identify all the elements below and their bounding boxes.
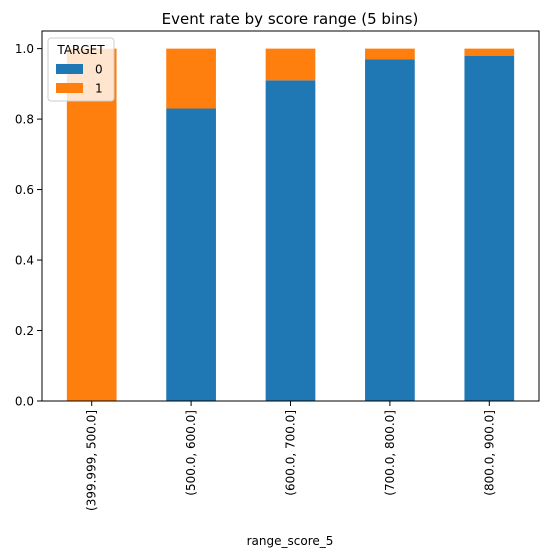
bar-series-1-4 bbox=[365, 48, 415, 60]
y-axis: 0.0 0.2 0.4 0.6 0.8 1.0 bbox=[15, 42, 42, 409]
x-tick-label: (600.0, 700.0] bbox=[284, 410, 298, 496]
x-tick-label: (399.999, 500.0] bbox=[85, 410, 99, 511]
y-tick-label: 1.0 bbox=[15, 42, 34, 56]
legend-label-1: 1 bbox=[95, 82, 103, 96]
chart-title: Event rate by score range (5 bins) bbox=[162, 10, 419, 28]
bar-series-1-5 bbox=[464, 48, 515, 56]
bar-series-1-3 bbox=[265, 48, 316, 81]
bar-series-0-3 bbox=[265, 80, 316, 401]
bar-series-1-1 bbox=[66, 48, 117, 402]
bar-series-0-2 bbox=[166, 108, 216, 402]
x-tick-label: (800.0, 900.0] bbox=[482, 410, 496, 496]
y-tick-label: 0.6 bbox=[15, 183, 34, 197]
bars-layer bbox=[66, 48, 515, 402]
y-tick-label: 0.4 bbox=[15, 254, 34, 268]
y-tick-label: 0.2 bbox=[15, 324, 34, 338]
x-tick-label: (700.0, 800.0] bbox=[383, 410, 397, 496]
bar-series-0-5 bbox=[464, 55, 515, 402]
x-axis-label: range_score_5 bbox=[247, 534, 334, 548]
x-axis: (399.999, 500.0] (500.0, 600.0] (600.0, 70… bbox=[85, 401, 496, 511]
bar-series-1-2 bbox=[166, 48, 216, 109]
legend: TARGET 0 1 bbox=[47, 37, 115, 102]
legend-swatch-0 bbox=[56, 64, 83, 74]
legend-title: TARGET bbox=[56, 43, 105, 57]
y-tick-label: 0.0 bbox=[15, 395, 34, 409]
plot-frame bbox=[41, 30, 540, 402]
x-tick-label: (500.0, 600.0] bbox=[184, 410, 198, 496]
y-tick-label: 0.8 bbox=[15, 113, 34, 127]
legend-label-0: 0 bbox=[95, 63, 103, 77]
bar-series-0-4 bbox=[365, 59, 415, 401]
legend-swatch-1 bbox=[56, 83, 83, 93]
